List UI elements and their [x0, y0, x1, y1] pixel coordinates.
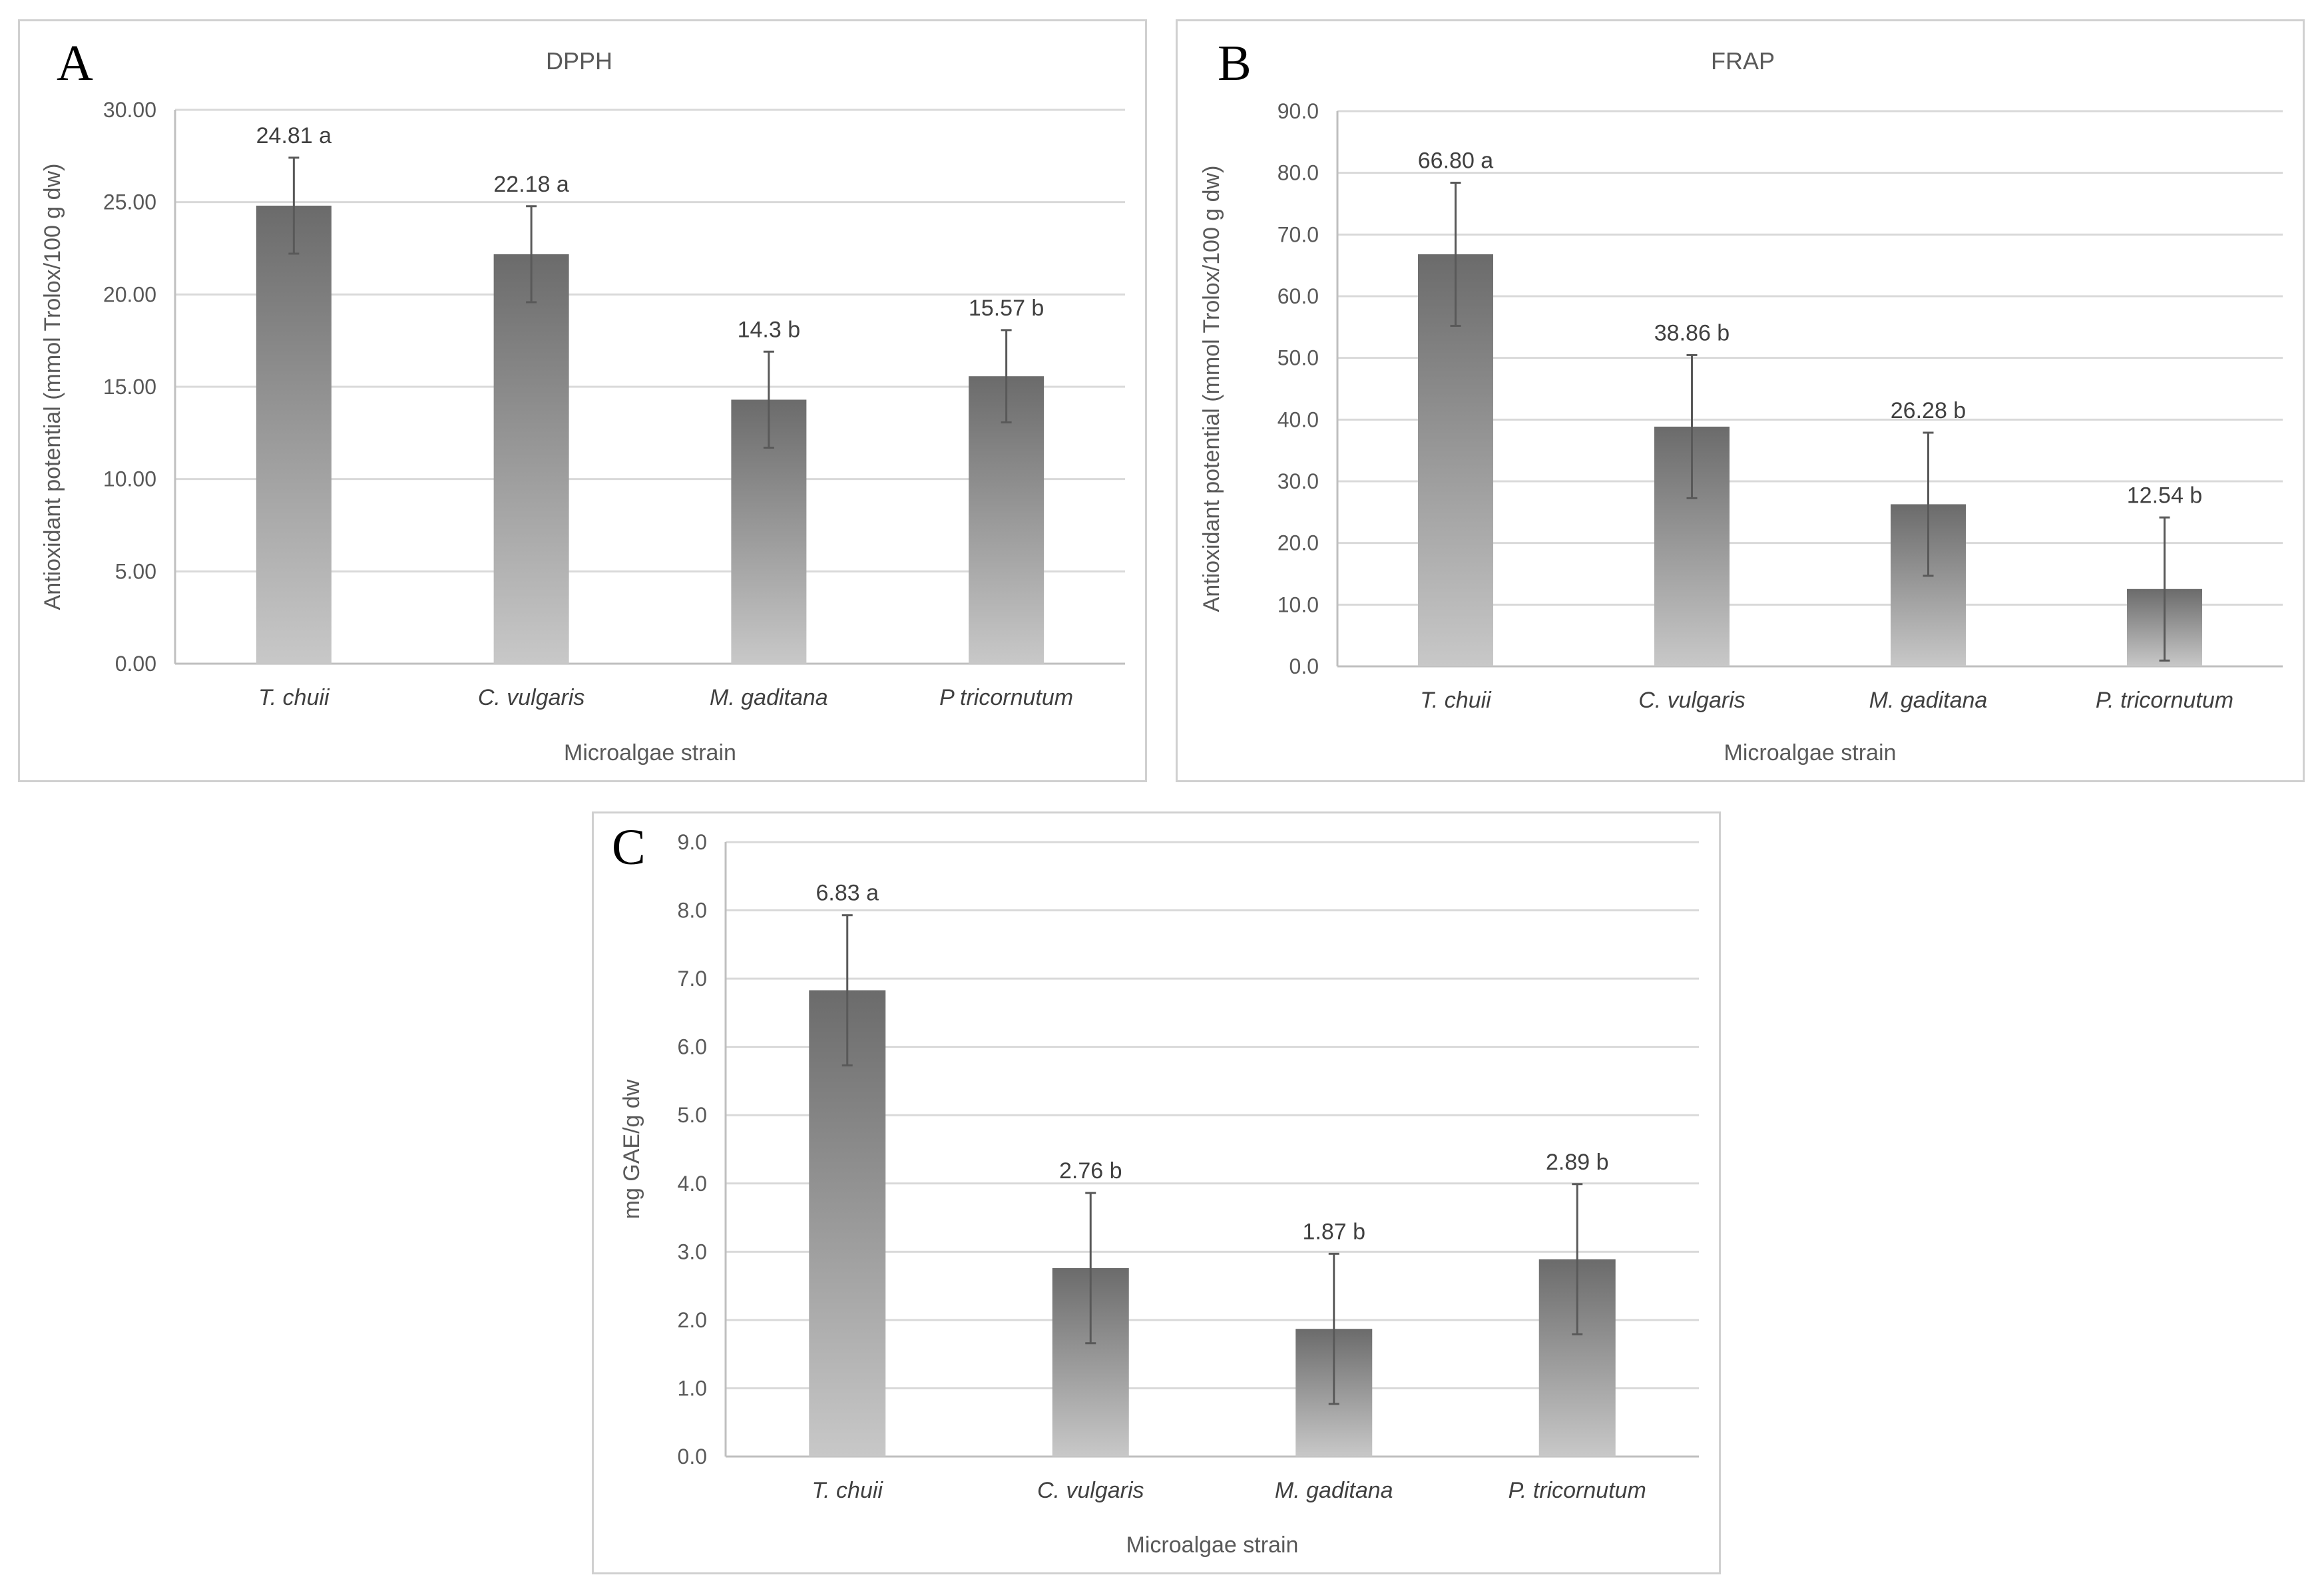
data-label: 26.28 b: [1891, 398, 1966, 423]
x-tick-label: P tricornutum: [939, 685, 1073, 710]
y-tick-label: 15.00: [103, 375, 156, 399]
y-tick-label: 30.0: [1278, 469, 1319, 493]
bar: [809, 990, 886, 1457]
chart-b-svg: B FRAP 0.0 10.0 20.0 30.0 40.0 50.0 60.0 70.0 80.0…: [1199, 35, 2283, 766]
y-tick-label: 60.0: [1278, 284, 1319, 308]
y-tick-label: 70.0: [1278, 222, 1319, 246]
chart-title: DPPH: [546, 47, 612, 75]
y-tick-label: 20.0: [1278, 531, 1319, 555]
data-label: 38.86 b: [1654, 320, 1730, 345]
y-tick-label: 1.0: [678, 1376, 707, 1400]
y-axis-title: Antioxidant potential (mmol Trolox/100 g…: [40, 164, 65, 610]
y-tick-label: 25.00: [103, 190, 156, 214]
x-axis-title: Microalgae strain: [1126, 1532, 1299, 1558]
chart-panel-c: C 0.0 1.0 2.0 3.0 4.0 5.0 6.0 7.0 8.0 9.0 6.83 a T. …: [592, 811, 1721, 1574]
bar: [493, 254, 569, 664]
y-axis-title: mg GAE/g dw: [619, 1079, 644, 1219]
x-tick-label: C. vulgaris: [478, 685, 585, 710]
y-axis-title: Antioxidant potential (mmol Trolox/100 g…: [1199, 166, 1224, 612]
y-tick-label: 90.0: [1278, 99, 1319, 123]
chart-a-svg: A DPPH 0.00 5.00 10.00 15.00 20.00 25.00 30.00 24…: [40, 35, 1125, 766]
bar: [256, 205, 332, 664]
data-label: 2.76 b: [1059, 1158, 1122, 1184]
data-label: 6.83 a: [815, 881, 879, 906]
y-tick-label: 9.0: [678, 830, 707, 854]
panel-letter: A: [57, 35, 93, 91]
chart-title: FRAP: [1711, 47, 1775, 75]
y-tick-label: 30.00: [103, 98, 156, 122]
x-axis-title: Microalgae strain: [1724, 740, 1897, 766]
y-tick-label: 10.0: [1278, 592, 1319, 616]
x-tick-label: M. gaditana: [1869, 688, 1988, 713]
chart-c-svg: C 0.0 1.0 2.0 3.0 4.0 5.0 6.0 7.0 8.0 9.0 6.83 a T. …: [612, 819, 1699, 1558]
y-tick-label: 50.0: [1278, 346, 1319, 370]
data-label: 22.18 a: [493, 172, 569, 197]
chart-panel-a: A DPPH 0.00 5.00 10.00 15.00 20.00 25.00 30.00 24…: [18, 19, 1147, 782]
y-tick-label: 10.00: [103, 467, 156, 491]
y-tick-label: 0.0: [678, 1445, 707, 1469]
x-tick-label: M. gaditana: [1275, 1478, 1393, 1503]
y-tick-label: 40.0: [1278, 407, 1319, 431]
y-tick-label: 5.0: [678, 1103, 707, 1127]
chart-panel-b: B FRAP 0.0 10.0 20.0 30.0 40.0 50.0 60.0 70.0 80.0…: [1176, 19, 2305, 782]
x-tick-label: T. chuii: [1420, 688, 1492, 713]
data-label: 15.57 b: [969, 296, 1044, 321]
x-axis-title: Microalgae strain: [564, 740, 736, 766]
x-tick-label: C. vulgaris: [1638, 688, 1745, 713]
y-tick-label: 0.00: [115, 652, 156, 676]
y-tick-label: 8.0: [678, 899, 707, 923]
data-label: 12.54 b: [2127, 483, 2202, 508]
y-tick-label: 20.00: [103, 282, 156, 306]
data-label: 14.3 b: [738, 317, 801, 342]
y-tick-label: 6.0: [678, 1035, 707, 1059]
y-tick-label: 2.0: [678, 1308, 707, 1332]
x-tick-label: P. tricornutum: [2096, 688, 2233, 713]
data-label: 24.81 a: [256, 123, 332, 148]
y-tick-label: 80.0: [1278, 161, 1319, 185]
data-label: 2.89 b: [1546, 1150, 1609, 1175]
data-label: 1.87 b: [1302, 1219, 1365, 1244]
panel-letter: B: [1218, 35, 1252, 91]
data-label: 66.80 a: [1418, 148, 1494, 173]
x-tick-label: M. gaditana: [710, 685, 828, 710]
y-tick-label: 7.0: [678, 967, 707, 991]
bar: [969, 376, 1045, 664]
x-tick-label: T. chuii: [258, 685, 330, 710]
y-tick-label: 5.00: [115, 559, 156, 583]
y-tick-label: 3.0: [678, 1240, 707, 1263]
x-tick-label: C. vulgaris: [1037, 1478, 1144, 1503]
y-tick-label: 4.0: [678, 1172, 707, 1196]
x-tick-label: P. tricornutum: [1509, 1478, 1646, 1503]
x-tick-label: T. chuii: [812, 1478, 884, 1503]
y-tick-label: 0.0: [1289, 654, 1319, 678]
panel-letter: C: [612, 819, 646, 875]
